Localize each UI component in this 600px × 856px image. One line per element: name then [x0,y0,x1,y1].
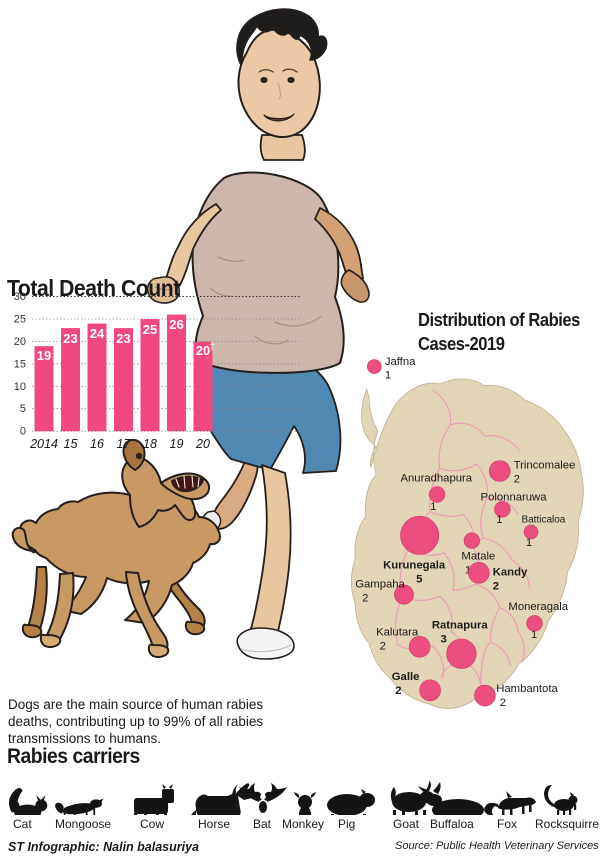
svg-text:1: 1 [430,501,436,513]
svg-text:25: 25 [143,322,157,337]
svg-text:0: 0 [20,426,26,438]
svg-text:24: 24 [90,326,105,341]
svg-text:1: 1 [526,537,532,549]
svg-text:2: 2 [500,697,506,709]
svg-text:Moneragala: Moneragala [508,601,568,613]
svg-text:Kurunegala: Kurunegala [383,559,446,571]
svg-text:2: 2 [362,593,368,605]
svg-text:2014: 2014 [29,437,58,451]
svg-text:18: 18 [143,437,157,451]
svg-text:15: 15 [64,437,78,451]
svg-text:Matale: Matale [461,551,495,563]
svg-text:3: 3 [441,633,447,645]
svg-text:2: 2 [493,580,499,592]
svg-text:Ratnapura: Ratnapura [432,620,489,632]
svg-text:19: 19 [37,348,51,363]
svg-text:1: 1 [496,514,502,526]
svg-text:30: 30 [14,291,26,303]
svg-text:Batticaloa: Batticaloa [521,514,565,525]
svg-text:25: 25 [14,314,26,326]
svg-text:26: 26 [169,317,183,332]
svg-text:Jaffna: Jaffna [385,356,416,368]
svg-text:5: 5 [416,573,422,585]
svg-text:1: 1 [385,370,391,382]
svg-text:10: 10 [14,381,26,393]
svg-text:17: 17 [117,437,132,451]
svg-text:†: † [209,341,215,353]
svg-text:Anuradhapura: Anuradhapura [400,472,472,484]
svg-text:Kandy: Kandy [493,566,528,578]
svg-text:2: 2 [395,685,401,697]
svg-text:23: 23 [116,331,130,346]
svg-text:Gampaha: Gampaha [355,579,405,591]
svg-text:15: 15 [14,358,26,370]
svg-text:2: 2 [380,640,386,652]
svg-text:Trincomalee: Trincomalee [514,459,576,471]
svg-text:Polonnaruwa: Polonnaruwa [481,492,548,504]
svg-text:5: 5 [20,403,26,415]
svg-text:19: 19 [170,437,184,451]
svg-text:16: 16 [90,437,104,451]
svg-text:Hambantota: Hambantota [496,683,558,695]
svg-text:20: 20 [14,336,26,348]
svg-text:Galle: Galle [392,671,420,683]
svg-text:1: 1 [531,629,537,641]
svg-text:2: 2 [514,473,520,485]
svg-text:20: 20 [195,437,210,451]
svg-text:23: 23 [63,331,77,346]
svg-text:Kalutara: Kalutara [376,626,419,638]
